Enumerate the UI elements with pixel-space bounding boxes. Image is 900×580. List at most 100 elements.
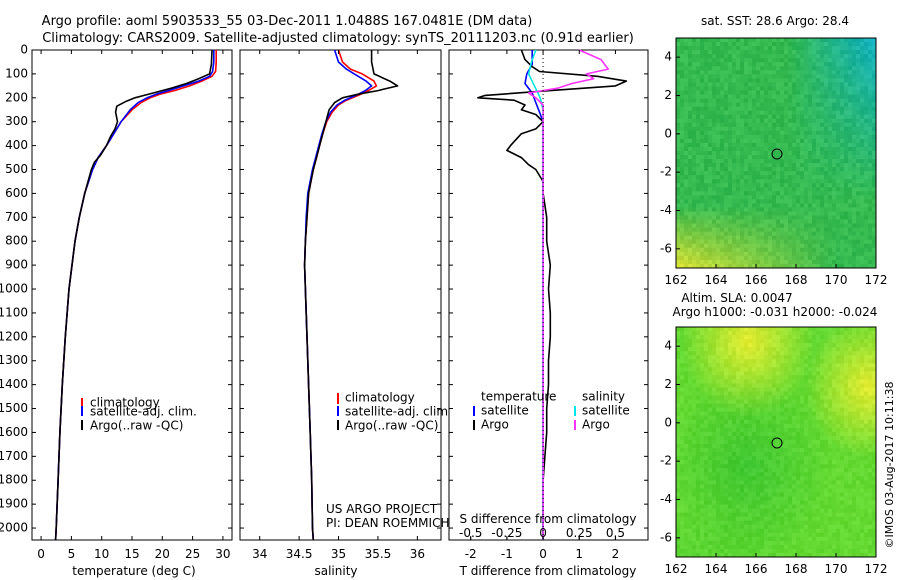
map-cell — [720, 110, 725, 116]
map-cell — [784, 102, 789, 107]
map-cell — [744, 435, 749, 441]
map-cell — [772, 146, 777, 152]
map-cell — [712, 371, 717, 376]
map-cell — [804, 62, 809, 67]
map-cell — [724, 419, 729, 425]
map-cell — [752, 367, 757, 372]
map-cell — [868, 371, 873, 376]
map-cell — [780, 179, 785, 184]
map-cell — [720, 211, 725, 216]
map-cell — [836, 98, 841, 103]
map-cell — [772, 423, 777, 429]
map-cell — [824, 150, 829, 156]
map-cell — [676, 138, 681, 144]
map-cell — [716, 223, 721, 229]
map-cell — [716, 102, 721, 107]
map-cell — [692, 219, 697, 225]
map-cell — [736, 90, 741, 95]
map-cell — [740, 343, 745, 348]
map-cell — [776, 395, 781, 401]
map-cell — [860, 114, 865, 120]
x-tick-label: 0 — [37, 547, 45, 561]
map-cell — [812, 130, 817, 136]
map-cell — [836, 138, 841, 144]
map-cell — [812, 371, 817, 376]
map-cell — [780, 452, 785, 457]
map-cell — [780, 423, 785, 429]
map-cell — [748, 183, 753, 188]
map-cell — [864, 247, 869, 253]
map-cell — [804, 70, 809, 75]
map-cell — [748, 66, 753, 71]
map-cell — [772, 347, 777, 352]
map-cell — [864, 78, 869, 83]
map-cell — [764, 110, 769, 116]
map-cell — [708, 110, 713, 116]
map-cell — [840, 448, 845, 453]
map-cell — [712, 78, 717, 83]
map-cell — [724, 456, 729, 461]
map-cell — [872, 423, 877, 429]
map-cell — [704, 251, 709, 257]
map-cell — [704, 331, 709, 336]
sla-map: Altim. SLA: 0.0047 Argo h1000: -0.031 h2… — [660, 291, 887, 576]
map-cell — [824, 159, 829, 164]
map-cell — [796, 62, 801, 67]
map-cell — [760, 423, 765, 429]
map-cell — [720, 54, 725, 59]
map-cell — [752, 371, 757, 376]
map-cell — [816, 78, 821, 83]
map-cell — [832, 407, 837, 413]
map-cell — [704, 472, 709, 477]
map-cell — [716, 38, 721, 43]
map-cell — [840, 419, 845, 425]
map-cell — [804, 383, 809, 388]
map-cell — [728, 227, 733, 233]
map-cell — [764, 411, 769, 417]
map-cell — [856, 199, 861, 204]
map-cell — [856, 42, 861, 47]
map-cell — [816, 359, 821, 364]
map-cell — [680, 114, 685, 120]
map-cell — [820, 183, 825, 188]
map-cell — [680, 431, 685, 437]
map-cell — [748, 331, 753, 336]
map-cell — [856, 407, 861, 413]
map-cell — [748, 211, 753, 216]
map-cell — [832, 118, 837, 124]
map-cell — [820, 66, 825, 71]
map-cell — [868, 355, 873, 360]
map-cell — [844, 331, 849, 336]
map-cell — [796, 138, 801, 144]
map-cell — [804, 343, 809, 348]
map-cell — [860, 359, 865, 364]
map-cell — [828, 199, 833, 204]
map-cell — [728, 38, 733, 43]
map-cell — [720, 327, 725, 332]
map-cell — [740, 403, 745, 409]
map-cell — [776, 118, 781, 124]
map-cell — [688, 439, 693, 445]
map-cell — [804, 431, 809, 437]
map-cell — [724, 58, 729, 63]
map-cell — [676, 407, 681, 413]
map-cell — [860, 335, 865, 340]
map-cell — [736, 66, 741, 71]
map-cell — [772, 191, 777, 196]
map-cell — [848, 468, 853, 473]
map-cell — [820, 171, 825, 176]
map-cell — [676, 395, 681, 401]
map-cell — [756, 415, 761, 421]
map-cell — [856, 379, 861, 384]
map-cell — [864, 343, 869, 348]
map-cell — [844, 114, 849, 120]
map-cell — [804, 452, 809, 457]
map-cell — [752, 106, 757, 112]
map-cell — [716, 130, 721, 136]
map-cell — [728, 94, 733, 99]
map-cell — [828, 195, 833, 200]
map-cell — [856, 448, 861, 453]
map-cell — [760, 179, 765, 184]
map-cell — [688, 94, 693, 99]
map-cell — [868, 335, 873, 340]
